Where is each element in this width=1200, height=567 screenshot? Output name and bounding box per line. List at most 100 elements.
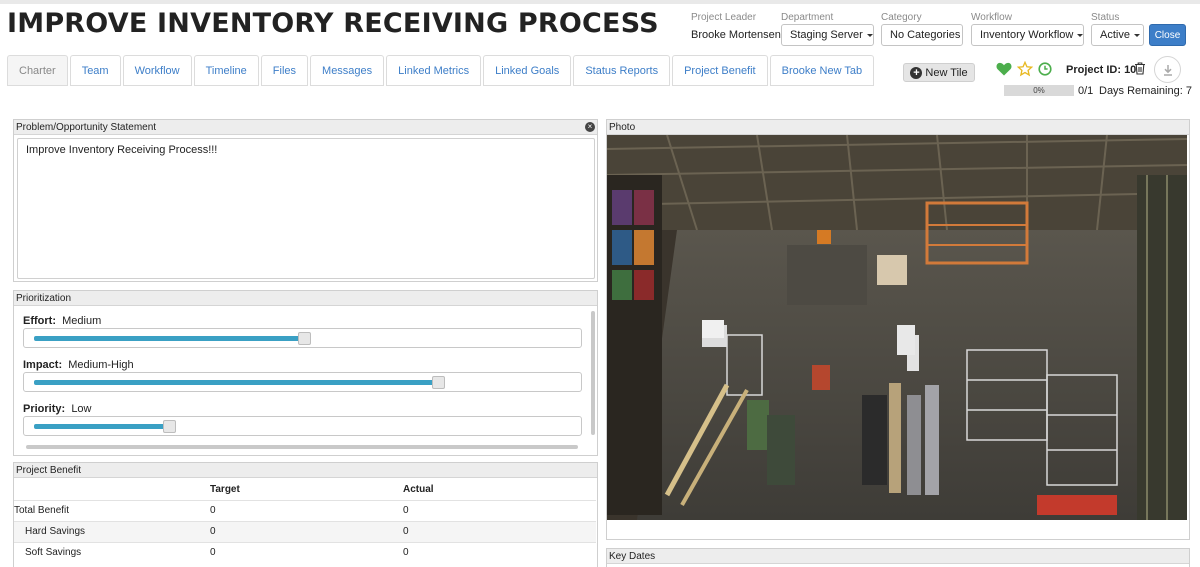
impact-label-key: Impact: [23, 359, 63, 371]
actual-column-header: Actual [403, 483, 434, 495]
impact-slider-handle[interactable] [432, 376, 445, 389]
project-leader-value: Brooke Mortensen [691, 29, 781, 41]
progress-percent: 0% [1033, 86, 1045, 95]
key-dates-title: Key Dates [609, 551, 656, 562]
row-target: 0 [210, 520, 403, 542]
tab-messages[interactable]: Messages [310, 55, 385, 86]
panel-header: Photo [607, 120, 1189, 135]
priority-slider[interactable] [23, 416, 582, 436]
priority-slider-handle[interactable] [163, 420, 176, 433]
tab-status-reports[interactable]: Status Reports [573, 55, 671, 86]
workflow-label: Workflow [971, 12, 1012, 23]
tab-brooke-new-tab[interactable]: Brooke New Tab [769, 55, 875, 86]
priority-label-key: Priority: [23, 403, 66, 415]
warehouse-photo [607, 135, 1187, 520]
table-header-blank [14, 479, 210, 500]
new-tile-label: New Tile [925, 66, 968, 79]
download-button[interactable] [1154, 56, 1181, 83]
new-tile-button[interactable]: + New Tile [903, 63, 975, 82]
download-icon [1163, 64, 1172, 76]
caret-down-icon [1133, 33, 1140, 37]
table-row: Hard Savings 0 0 [14, 520, 596, 542]
prioritization-title: Prioritization [16, 293, 72, 304]
status-value: Active [1100, 29, 1130, 41]
close-circle-icon[interactable]: × [585, 122, 595, 132]
category-label: Category [881, 12, 922, 23]
table-row: Total Benefit 0 0 [14, 499, 596, 521]
progress-count: 0/1 [1078, 85, 1094, 97]
vertical-scrollbar[interactable] [591, 311, 595, 435]
impact-value: Medium-High [68, 359, 134, 371]
tab-linked-goals[interactable]: Linked Goals [483, 55, 572, 86]
heart-icon[interactable] [996, 62, 1012, 76]
days-remaining: Days Remaining: 7 [1099, 85, 1192, 97]
impact-slider[interactable] [23, 372, 582, 392]
problem-statement-input[interactable]: Improve Inventory Receiving Process!!! [17, 138, 595, 279]
prioritization-panel: Prioritization Effort: Medium Impact: Me… [13, 290, 598, 456]
category-button[interactable]: No Categories [881, 24, 963, 46]
status-dropdown[interactable]: Active [1091, 24, 1144, 46]
status-label: Status [1091, 12, 1120, 23]
close-button[interactable]: Close [1149, 24, 1186, 46]
project-benefit-title: Project Benefit [16, 465, 82, 476]
panel-header: Prioritization [14, 291, 597, 306]
progress-bar: 0% [1004, 85, 1074, 96]
tab-project-benefit[interactable]: Project Benefit [672, 55, 768, 86]
clock-icon[interactable] [1038, 62, 1052, 76]
problem-statement-title: Problem/Opportunity Statement [16, 122, 157, 133]
workflow-dropdown[interactable]: Inventory Workflow [971, 24, 1084, 46]
target-column-header: Target [210, 483, 240, 495]
horizontal-scrollbar[interactable] [26, 445, 578, 449]
row-actual: 0 [403, 541, 596, 563]
panel-header: Project Benefit [14, 463, 597, 478]
project-id: Project ID: 10 [1066, 64, 1137, 76]
benefit-table: Target Actual Total Benefit 0 0 Hard Sav… [14, 479, 596, 563]
department-dropdown[interactable]: Staging Server [781, 24, 874, 46]
tab-files[interactable]: Files [260, 55, 309, 86]
row-actual: 0 [403, 520, 596, 542]
trash-icon[interactable] [1134, 62, 1146, 75]
panel-header: Key Dates [607, 549, 1189, 564]
tab-workflow[interactable]: Workflow [122, 55, 192, 86]
row-actual: 0 [403, 499, 596, 521]
key-dates-panel: Key Dates [606, 548, 1190, 567]
photo-panel: Photo [606, 119, 1190, 540]
effort-label-key: Effort: [23, 315, 56, 327]
row-label: Total Benefit [14, 499, 210, 521]
workflow-value: Inventory Workflow [980, 29, 1074, 41]
row-label: Hard Savings [14, 520, 210, 542]
effort-slider-fill [34, 336, 304, 341]
priority-slider-fill [34, 424, 169, 429]
star-icon[interactable] [1017, 61, 1033, 77]
tab-team[interactable]: Team [69, 55, 121, 86]
department-value: Staging Server [790, 29, 863, 41]
panel-header: Problem/Opportunity Statement × [14, 120, 597, 135]
top-border [0, 0, 1200, 4]
effort-slider-handle[interactable] [298, 332, 311, 345]
photo-title: Photo [609, 122, 636, 133]
caret-down-icon [866, 33, 873, 37]
table-header-row: Target Actual [14, 479, 596, 500]
table-row: Soft Savings 0 0 [14, 541, 596, 563]
impact-slider-fill [34, 380, 438, 385]
category-value: No Categories [890, 29, 961, 41]
row-label: Soft Savings [14, 541, 210, 563]
priority-value: Low [71, 403, 92, 415]
effort-value: Medium [62, 315, 102, 327]
page-title: IMPROVE INVENTORY RECEIVING PROCESS [7, 8, 659, 39]
department-label: Department [781, 12, 834, 23]
warehouse-photo-image [607, 135, 1187, 520]
project-leader-label: Project Leader [691, 12, 757, 23]
effort-label: Effort: Medium [23, 315, 101, 327]
tab-timeline[interactable]: Timeline [193, 55, 259, 86]
tab-charter[interactable]: Charter [7, 55, 68, 86]
project-benefit-panel: Project Benefit Target Actual Total Bene… [13, 462, 598, 567]
tab-linked-metrics[interactable]: Linked Metrics [386, 55, 482, 86]
problem-statement-panel: Problem/Opportunity Statement × Improve … [13, 119, 598, 282]
row-target: 0 [210, 541, 403, 563]
impact-label: Impact: Medium-High [23, 359, 134, 371]
tab-bar: Charter Team Workflow Timeline Files Mes… [7, 55, 876, 86]
caret-down-icon [1077, 33, 1084, 37]
plus-circle-icon: + [910, 66, 923, 79]
effort-slider[interactable] [23, 328, 582, 348]
